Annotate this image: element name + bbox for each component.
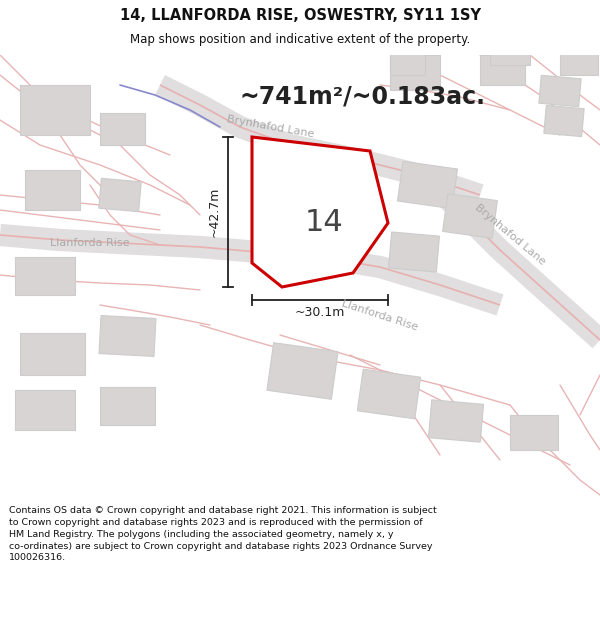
Text: 14, LLANFORDA RISE, OSWESTRY, SY11 1SY: 14, LLANFORDA RISE, OSWESTRY, SY11 1SY [119,8,481,23]
Text: ~741m²/~0.183ac.: ~741m²/~0.183ac. [240,85,486,109]
Polygon shape [20,333,85,375]
Polygon shape [99,316,156,356]
Polygon shape [15,390,75,430]
Text: Map shows position and indicative extent of the property.: Map shows position and indicative extent… [130,33,470,46]
Polygon shape [397,161,458,209]
Polygon shape [389,232,439,272]
Polygon shape [390,55,440,90]
Polygon shape [100,387,155,425]
Text: ~42.7m: ~42.7m [208,187,221,237]
Text: Contains OS data © Crown copyright and database right 2021. This information is : Contains OS data © Crown copyright and d… [9,506,437,562]
Polygon shape [428,400,484,442]
Polygon shape [99,178,141,212]
Text: Brynhafod Lane: Brynhafod Lane [473,202,547,268]
Polygon shape [100,113,145,145]
Polygon shape [544,106,584,137]
Polygon shape [267,342,338,399]
Polygon shape [358,369,421,419]
Polygon shape [20,85,90,135]
Polygon shape [490,37,530,65]
Polygon shape [15,257,75,295]
Polygon shape [25,170,80,210]
Polygon shape [390,50,425,75]
Polygon shape [252,137,388,287]
Text: 14: 14 [305,208,344,237]
Text: ~30.1m: ~30.1m [295,306,345,319]
Text: Llanforda Rise: Llanforda Rise [341,298,419,332]
Polygon shape [480,55,525,85]
Polygon shape [560,47,598,75]
Text: Llanforda Rise: Llanforda Rise [50,238,130,248]
Polygon shape [539,75,581,107]
Text: Brynhafod Lane: Brynhafod Lane [226,114,314,139]
Polygon shape [443,194,497,238]
Polygon shape [510,415,558,450]
